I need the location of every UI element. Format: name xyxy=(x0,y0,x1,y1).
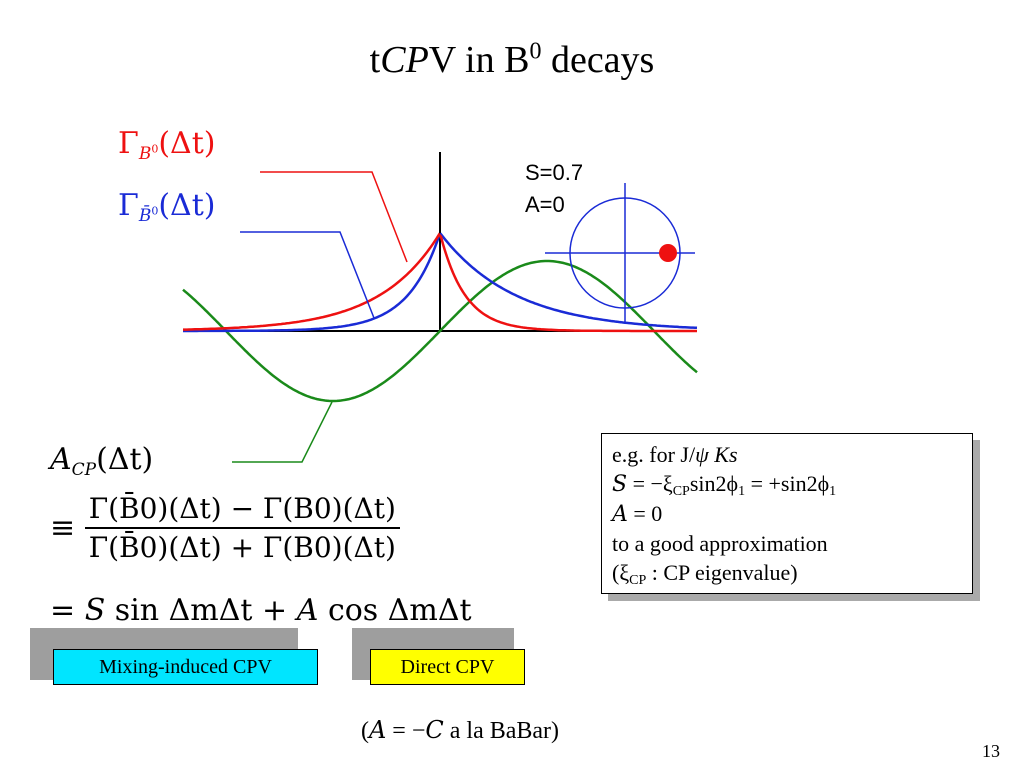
mixing-induced-label: Mixing-induced CPV xyxy=(53,649,318,685)
gamma-b0-curve xyxy=(183,232,697,333)
page-number: 13 xyxy=(982,741,1000,761)
a-value-label: A=0 xyxy=(525,192,565,217)
slide-title: tCPV in B0 decays xyxy=(369,38,655,81)
note-line-5: (ξCP : CP eigenvalue) xyxy=(612,560,798,588)
s-value-label: S=0.7 xyxy=(525,160,584,185)
red-leader-line xyxy=(260,171,408,263)
example-note-box: e.g. for J/ψ Ks S = −ξCPsin2ϕ1 = +sin2ϕ1… xyxy=(601,433,973,594)
acp-expansion: = S sin ΔmΔt + A cos ΔmΔt xyxy=(50,593,472,628)
note-line-4: to a good approximation xyxy=(612,531,828,556)
green-leader-line xyxy=(232,401,333,463)
legend-gamma-b0: ΓB0(Δt) xyxy=(118,126,216,164)
acp-curve xyxy=(182,259,698,403)
note-line-2: S = −ξCPsin2ϕ1 = +sin2ϕ1 xyxy=(612,471,837,499)
s-a-point xyxy=(659,244,677,262)
legend-gamma-b0bar: ΓB̄0(Δt) xyxy=(118,188,216,226)
direct-cpv-label: Direct CPV xyxy=(370,649,525,685)
note-line-3: A = 0 xyxy=(612,501,663,527)
note-line-1: e.g. for J/ψ Ks xyxy=(612,442,738,467)
acp-definition: ≡ Γ(B̄0)(Δt) − Γ(B0)(Δt) Γ(B̄0)(Δt) + Γ(… xyxy=(50,492,400,564)
blue-leader-line xyxy=(240,231,375,319)
babar-convention-note: (A = −C a la BaBar) xyxy=(360,716,560,744)
acp-label: ACP(Δt) xyxy=(50,442,154,480)
